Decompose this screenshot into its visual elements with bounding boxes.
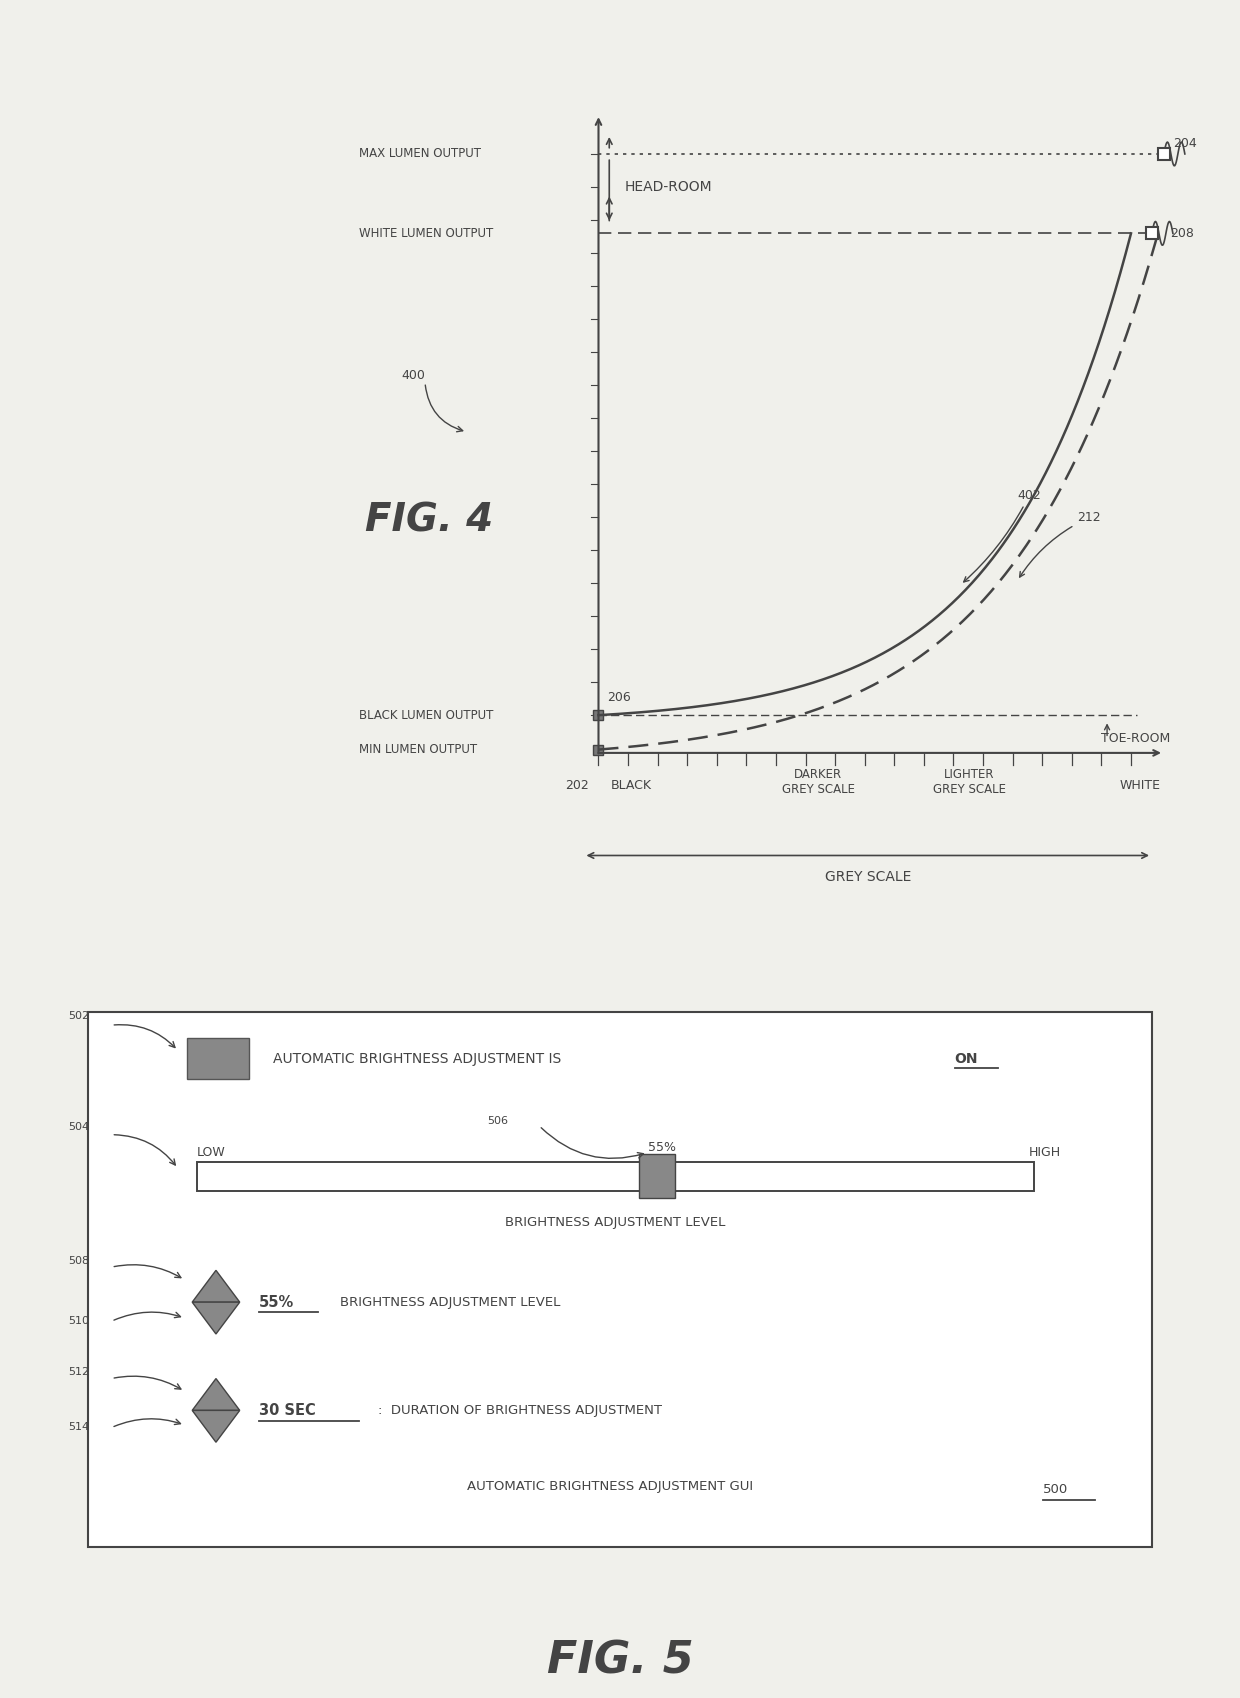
Text: LOW: LOW bbox=[197, 1146, 226, 1160]
Text: 202: 202 bbox=[565, 779, 589, 793]
Text: :  DURATION OF BRIGHTNESS ADJUSTMENT: : DURATION OF BRIGHTNESS ADJUSTMENT bbox=[378, 1404, 662, 1416]
Polygon shape bbox=[192, 1270, 239, 1302]
Text: FIG. 5: FIG. 5 bbox=[547, 1640, 693, 1683]
Text: AUTOMATIC BRIGHTNESS ADJUSTMENT GUI: AUTOMATIC BRIGHTNESS ADJUSTMENT GUI bbox=[467, 1481, 754, 1493]
Text: DARKER
GREY SCALE: DARKER GREY SCALE bbox=[781, 767, 854, 796]
Text: FIG. 4: FIG. 4 bbox=[365, 501, 494, 540]
Text: ON: ON bbox=[955, 1053, 978, 1066]
Text: 212: 212 bbox=[1019, 511, 1101, 577]
Text: 512: 512 bbox=[68, 1367, 89, 1377]
Text: BRIGHTNESS ADJUSTMENT LEVEL: BRIGHTNESS ADJUSTMENT LEVEL bbox=[340, 1296, 560, 1309]
Polygon shape bbox=[192, 1411, 239, 1442]
Text: 55%: 55% bbox=[259, 1294, 294, 1309]
Text: 402: 402 bbox=[963, 489, 1042, 582]
Text: HEAD-ROOM: HEAD-ROOM bbox=[624, 180, 712, 194]
Bar bbox=[187, 1037, 249, 1080]
Text: 500: 500 bbox=[1043, 1484, 1069, 1496]
Text: WHITE: WHITE bbox=[1120, 779, 1161, 793]
Text: 400: 400 bbox=[401, 368, 425, 382]
Text: HIGH: HIGH bbox=[1029, 1146, 1061, 1160]
Polygon shape bbox=[192, 1302, 239, 1335]
Text: 206: 206 bbox=[608, 691, 631, 703]
Text: 30 SEC: 30 SEC bbox=[259, 1403, 315, 1418]
Text: GREY SCALE: GREY SCALE bbox=[825, 869, 911, 883]
Text: 208: 208 bbox=[1169, 228, 1194, 239]
Text: TOE-ROOM: TOE-ROOM bbox=[1101, 732, 1171, 745]
Text: WHITE LUMEN OUTPUT: WHITE LUMEN OUTPUT bbox=[360, 228, 494, 239]
Text: 508: 508 bbox=[68, 1257, 89, 1267]
Text: 204: 204 bbox=[1173, 138, 1197, 151]
Text: 502: 502 bbox=[68, 1010, 89, 1020]
Text: 514: 514 bbox=[68, 1421, 89, 1431]
Bar bbox=[197, 1161, 1034, 1190]
Text: 506: 506 bbox=[487, 1116, 508, 1126]
Text: BRIGHTNESS ADJUSTMENT LEVEL: BRIGHTNESS ADJUSTMENT LEVEL bbox=[505, 1216, 725, 1229]
Text: AUTOMATIC BRIGHTNESS ADJUSTMENT IS: AUTOMATIC BRIGHTNESS ADJUSTMENT IS bbox=[273, 1053, 565, 1066]
Bar bbox=[639, 1155, 675, 1199]
Text: 55%: 55% bbox=[647, 1141, 676, 1155]
Text: LIGHTER
GREY SCALE: LIGHTER GREY SCALE bbox=[932, 767, 1006, 796]
Polygon shape bbox=[192, 1379, 239, 1411]
Bar bbox=[88, 1012, 1152, 1547]
Text: BLACK: BLACK bbox=[611, 779, 652, 793]
Text: BLACK LUMEN OUTPUT: BLACK LUMEN OUTPUT bbox=[360, 708, 494, 722]
Text: 504: 504 bbox=[68, 1122, 89, 1133]
Text: MAX LUMEN OUTPUT: MAX LUMEN OUTPUT bbox=[360, 148, 481, 160]
Text: 510: 510 bbox=[68, 1316, 89, 1326]
Text: MIN LUMEN OUTPUT: MIN LUMEN OUTPUT bbox=[360, 744, 477, 756]
